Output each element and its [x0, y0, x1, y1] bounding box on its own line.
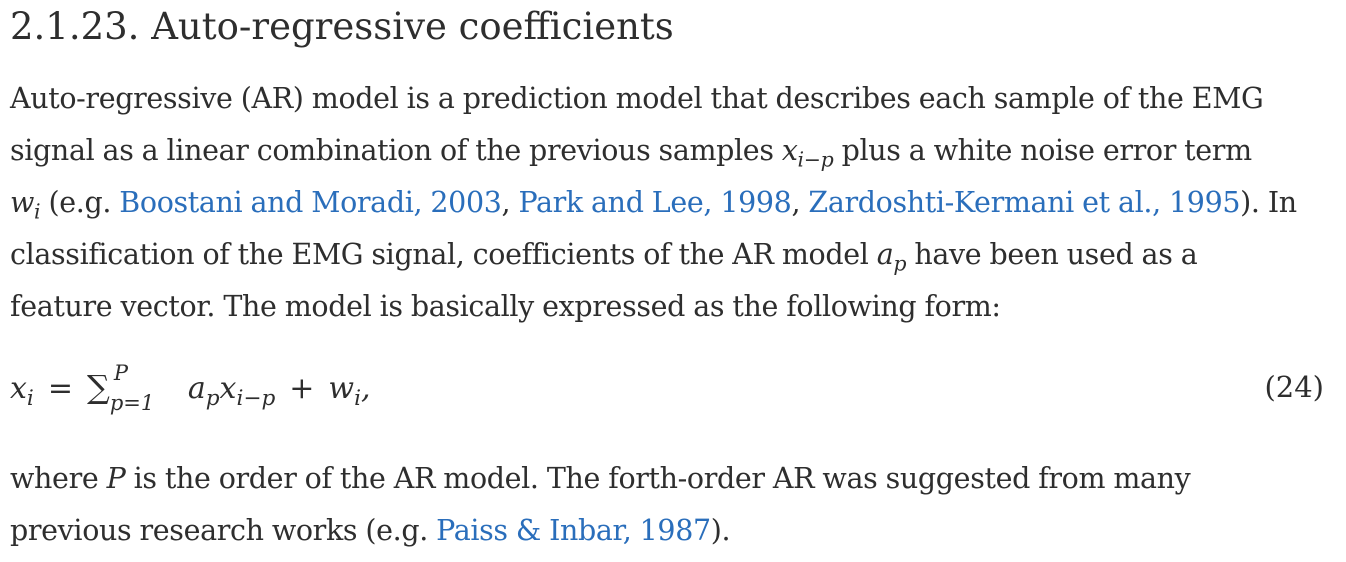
- text-run: have been used as a: [906, 238, 1198, 271]
- paragraph-order: where P is the order of the AR model. Th…: [10, 453, 1340, 557]
- text-run: signal as a linear combination of the pr…: [10, 134, 782, 167]
- math-var-x: x: [781, 134, 798, 167]
- text-run: (e.g.: [40, 186, 120, 219]
- text-run: ).: [710, 514, 731, 547]
- citation-link-park[interactable]: Park and Lee, 1998: [518, 186, 792, 219]
- text-run: feature vector. The model is basically e…: [10, 290, 1001, 323]
- text-run: ,: [501, 186, 519, 219]
- math-subscript: i−p: [797, 147, 834, 172]
- plus-sign: +: [289, 371, 315, 406]
- equals-sign: =: [47, 371, 73, 406]
- citation-link-zardoshti[interactable]: Zardoshti-Kermani et al., 1995: [808, 186, 1241, 219]
- math-subscript: i: [354, 385, 362, 411]
- section-title: 2.1.23. Auto-regressive coefficients: [10, 5, 674, 48]
- math-subscript: p: [893, 251, 907, 276]
- text-run: ,: [791, 186, 809, 219]
- text-run: previous research works (e.g.: [10, 514, 437, 547]
- text-run: ). In: [1240, 186, 1297, 219]
- paragraph-line: Auto-regressive (AR) model is a predicti…: [10, 73, 1340, 125]
- paragraph-line: previous research works (e.g. Paiss & In…: [10, 505, 1340, 557]
- math-subscript: p: [205, 385, 220, 411]
- text-run: is the order of the AR model. The forth-…: [125, 462, 1191, 495]
- text-run: Auto-regressive (AR) model is a predicti…: [10, 82, 1264, 115]
- math-subscript: i: [34, 199, 41, 224]
- math-var-w: w: [10, 186, 35, 219]
- text-run: where: [10, 462, 107, 495]
- paragraph-line: signal as a linear combination of the pr…: [10, 125, 1340, 177]
- paragraph-line: where P is the order of the AR model. Th…: [10, 453, 1340, 505]
- upper-limit: P: [113, 361, 128, 385]
- math-var-w: w: [328, 371, 355, 406]
- equation-number: (24): [1264, 370, 1324, 404]
- citation-link-paiss[interactable]: Paiss & Inbar, 1987: [436, 514, 711, 547]
- summation-symbol: ∑: [86, 368, 110, 406]
- math-var-x: x: [219, 371, 237, 406]
- math-var-a: a: [187, 371, 206, 406]
- paragraph-line: wi (e.g. Boostani and Moradi, 2003, Park…: [10, 177, 1340, 229]
- paragraph-intro: Auto-regressive (AR) model is a predicti…: [10, 73, 1340, 333]
- math-var-x: x: [10, 371, 27, 406]
- lower-limit: p=1: [109, 391, 155, 415]
- equation-comma: ,: [361, 371, 371, 406]
- text-run: classification of the EMG signal, coeffi…: [10, 238, 877, 271]
- text-run: plus a white noise error term: [833, 134, 1253, 167]
- math-var-P: P: [106, 462, 126, 495]
- math-subscript: i: [26, 385, 34, 411]
- citation-link-boostani[interactable]: Boostani and Moradi, 2003: [119, 186, 502, 219]
- math-var-a: a: [876, 238, 894, 271]
- paragraph-line: feature vector. The model is basically e…: [10, 281, 1340, 333]
- math-subscript: i−p: [236, 385, 276, 411]
- paragraph-line: classification of the EMG signal, coeffi…: [10, 229, 1340, 281]
